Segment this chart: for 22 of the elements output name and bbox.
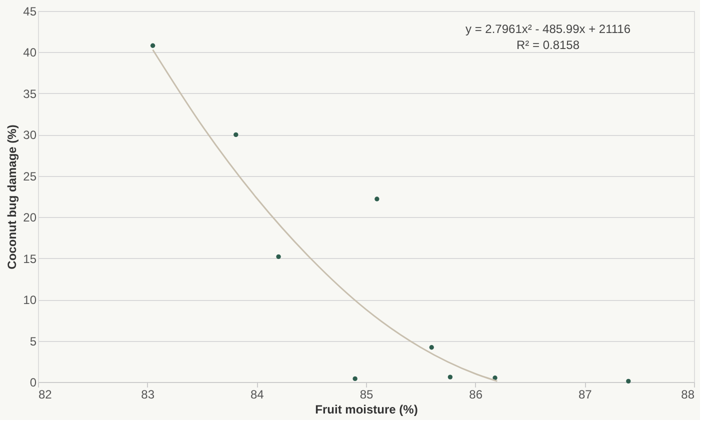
x-tick-label: 86 (469, 388, 483, 402)
x-tick-label: 87 (578, 388, 592, 402)
x-tick-label: 85 (360, 388, 374, 402)
x-tick-label: 88 (681, 388, 695, 402)
annotation: R² = 0.8158 (516, 38, 580, 52)
line-series (152, 49, 498, 382)
y-tick-label: 35 (23, 86, 37, 101)
y-tick-label: 5 (30, 334, 37, 348)
y-tick-label: 10 (23, 293, 37, 308)
y-tick-label: 25 (23, 169, 37, 184)
annotation: y = 2.7961x² - 485.99x + 21116 (465, 22, 631, 36)
x-tick-label: 83 (141, 388, 155, 402)
x-axis-title: Fruit moisture (%) (315, 402, 418, 416)
y-tick-label: 30 (23, 128, 37, 142)
y-tick-label: 45 (23, 4, 37, 18)
y-axis-title: Coconut bug damage (%) (5, 124, 20, 270)
y-tick-label: 40 (23, 46, 37, 60)
y-tick-label: 20 (23, 210, 37, 225)
y-tick-label: 0 (30, 376, 37, 390)
y-tick-label: 15 (23, 252, 37, 266)
x-tick-label: 82 (38, 388, 52, 402)
x-tick-label: 84 (250, 388, 264, 402)
